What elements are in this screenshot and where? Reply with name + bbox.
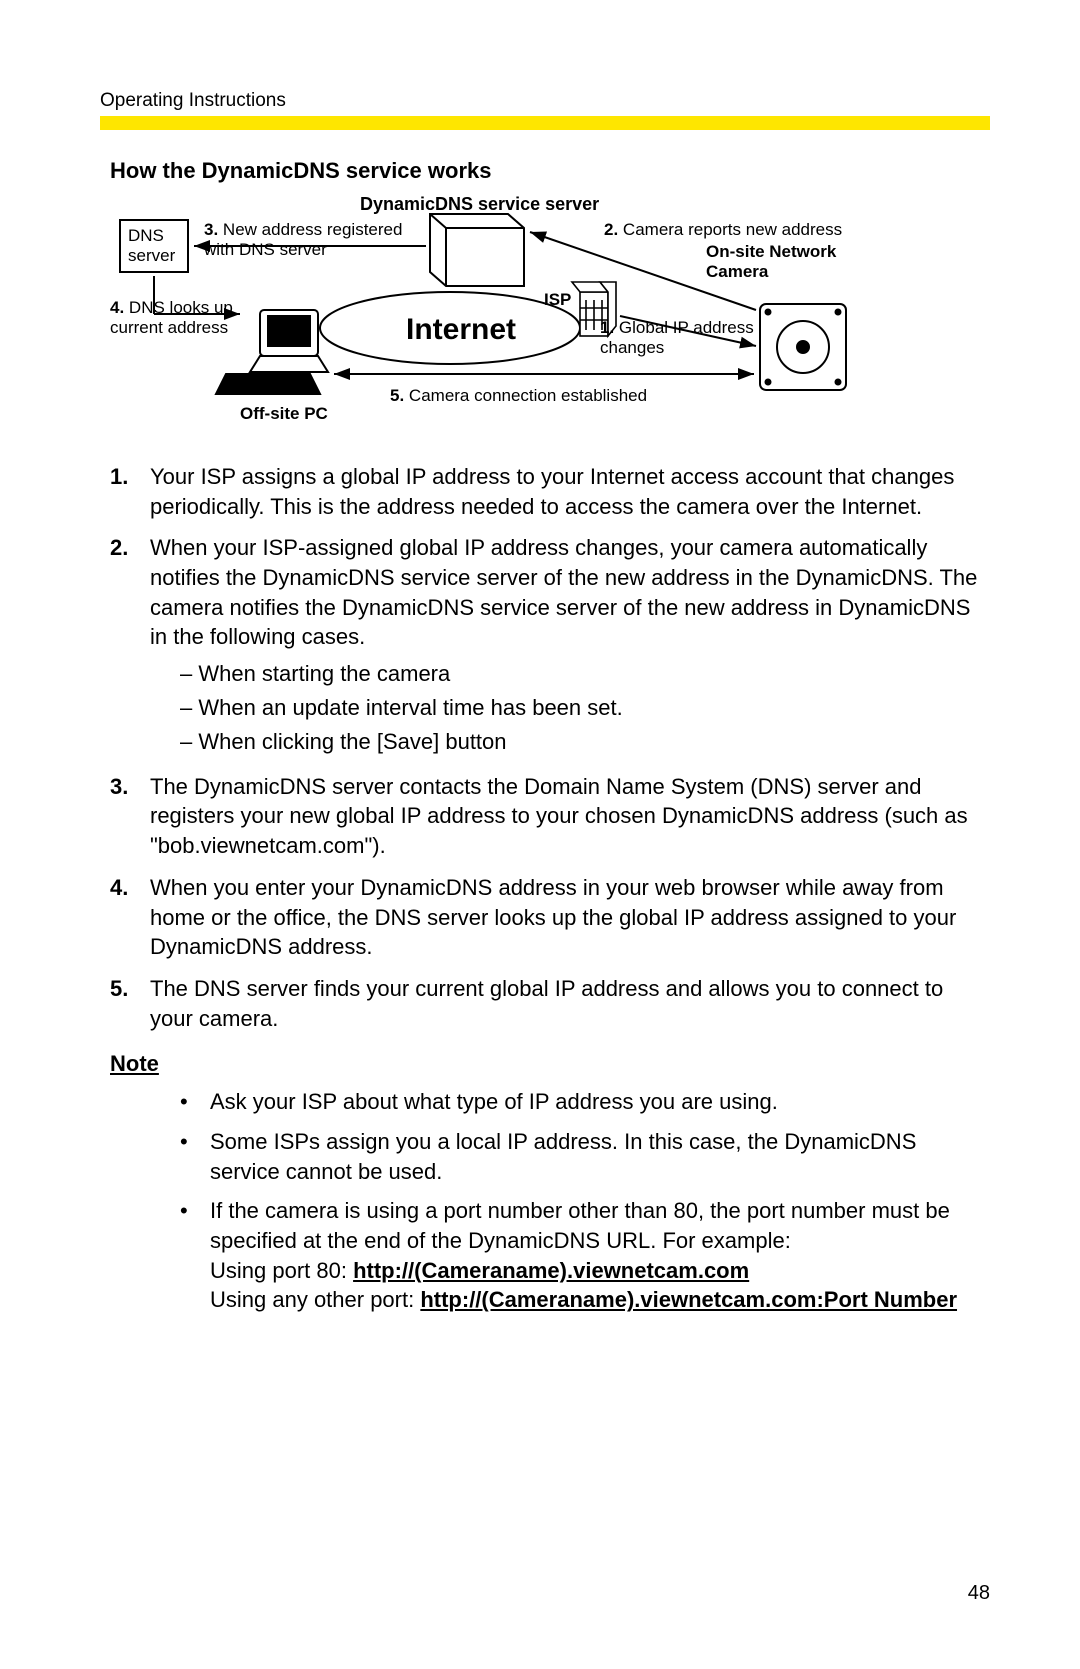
- step-3: 3. The DynamicDNS server contacts the Do…: [110, 772, 990, 861]
- step-1: 1. Your ISP assigns a global IP address …: [110, 462, 990, 521]
- ddns-diagram: DynamicDNS service server DNS server 3. …: [110, 198, 990, 438]
- numbered-steps: 1. Your ISP assigns a global IP address …: [110, 462, 990, 1033]
- isp-label: ISP: [544, 290, 571, 310]
- note-1: • Ask your ISP about what type of IP add…: [180, 1087, 980, 1117]
- note-3: • If the camera is using a port number o…: [180, 1196, 980, 1315]
- note-2: • Some ISPs assign you a local IP addres…: [180, 1127, 980, 1186]
- onsite-camera-label: On-site Network Camera: [706, 242, 836, 283]
- diagram-step5: 5. Camera connection established: [390, 386, 710, 406]
- page-number: 48: [968, 1582, 990, 1605]
- diagram-title: DynamicDNS service server: [360, 194, 599, 216]
- step-4: 4. When you enter your DynamicDNS addres…: [110, 873, 990, 962]
- diagram-step3: 3. New address registered with DNS serve…: [204, 220, 424, 261]
- note-heading: Note: [110, 1051, 990, 1077]
- section-title: How the DynamicDNS service works: [110, 158, 990, 184]
- dns-server-label: DNS server: [128, 226, 175, 267]
- diagram-step4: 4. DNS looks up current address: [110, 298, 250, 339]
- offsite-pc-label: Off-site PC: [240, 404, 328, 424]
- header-rule: [100, 116, 990, 130]
- step-2-sublist: – When starting the camera – When an upd…: [180, 658, 990, 758]
- page-header: Operating Instructions: [100, 90, 990, 130]
- diagram-step1: 1. Global IP address changes: [600, 318, 760, 359]
- url-other-port: http://(Cameraname).viewnetcam.com:Port …: [420, 1287, 957, 1312]
- url-port80: http://(Cameraname).viewnetcam.com: [353, 1258, 749, 1283]
- diagram-step2: 2. Camera reports new address: [604, 220, 844, 240]
- note-bullets: • Ask your ISP about what type of IP add…: [180, 1087, 980, 1315]
- step-5: 5. The DNS server finds your current glo…: [110, 974, 990, 1033]
- step-2: 2. When your ISP-assigned global IP addr…: [110, 533, 990, 759]
- internet-label: Internet: [406, 312, 516, 348]
- header-text: Operating Instructions: [100, 90, 286, 115]
